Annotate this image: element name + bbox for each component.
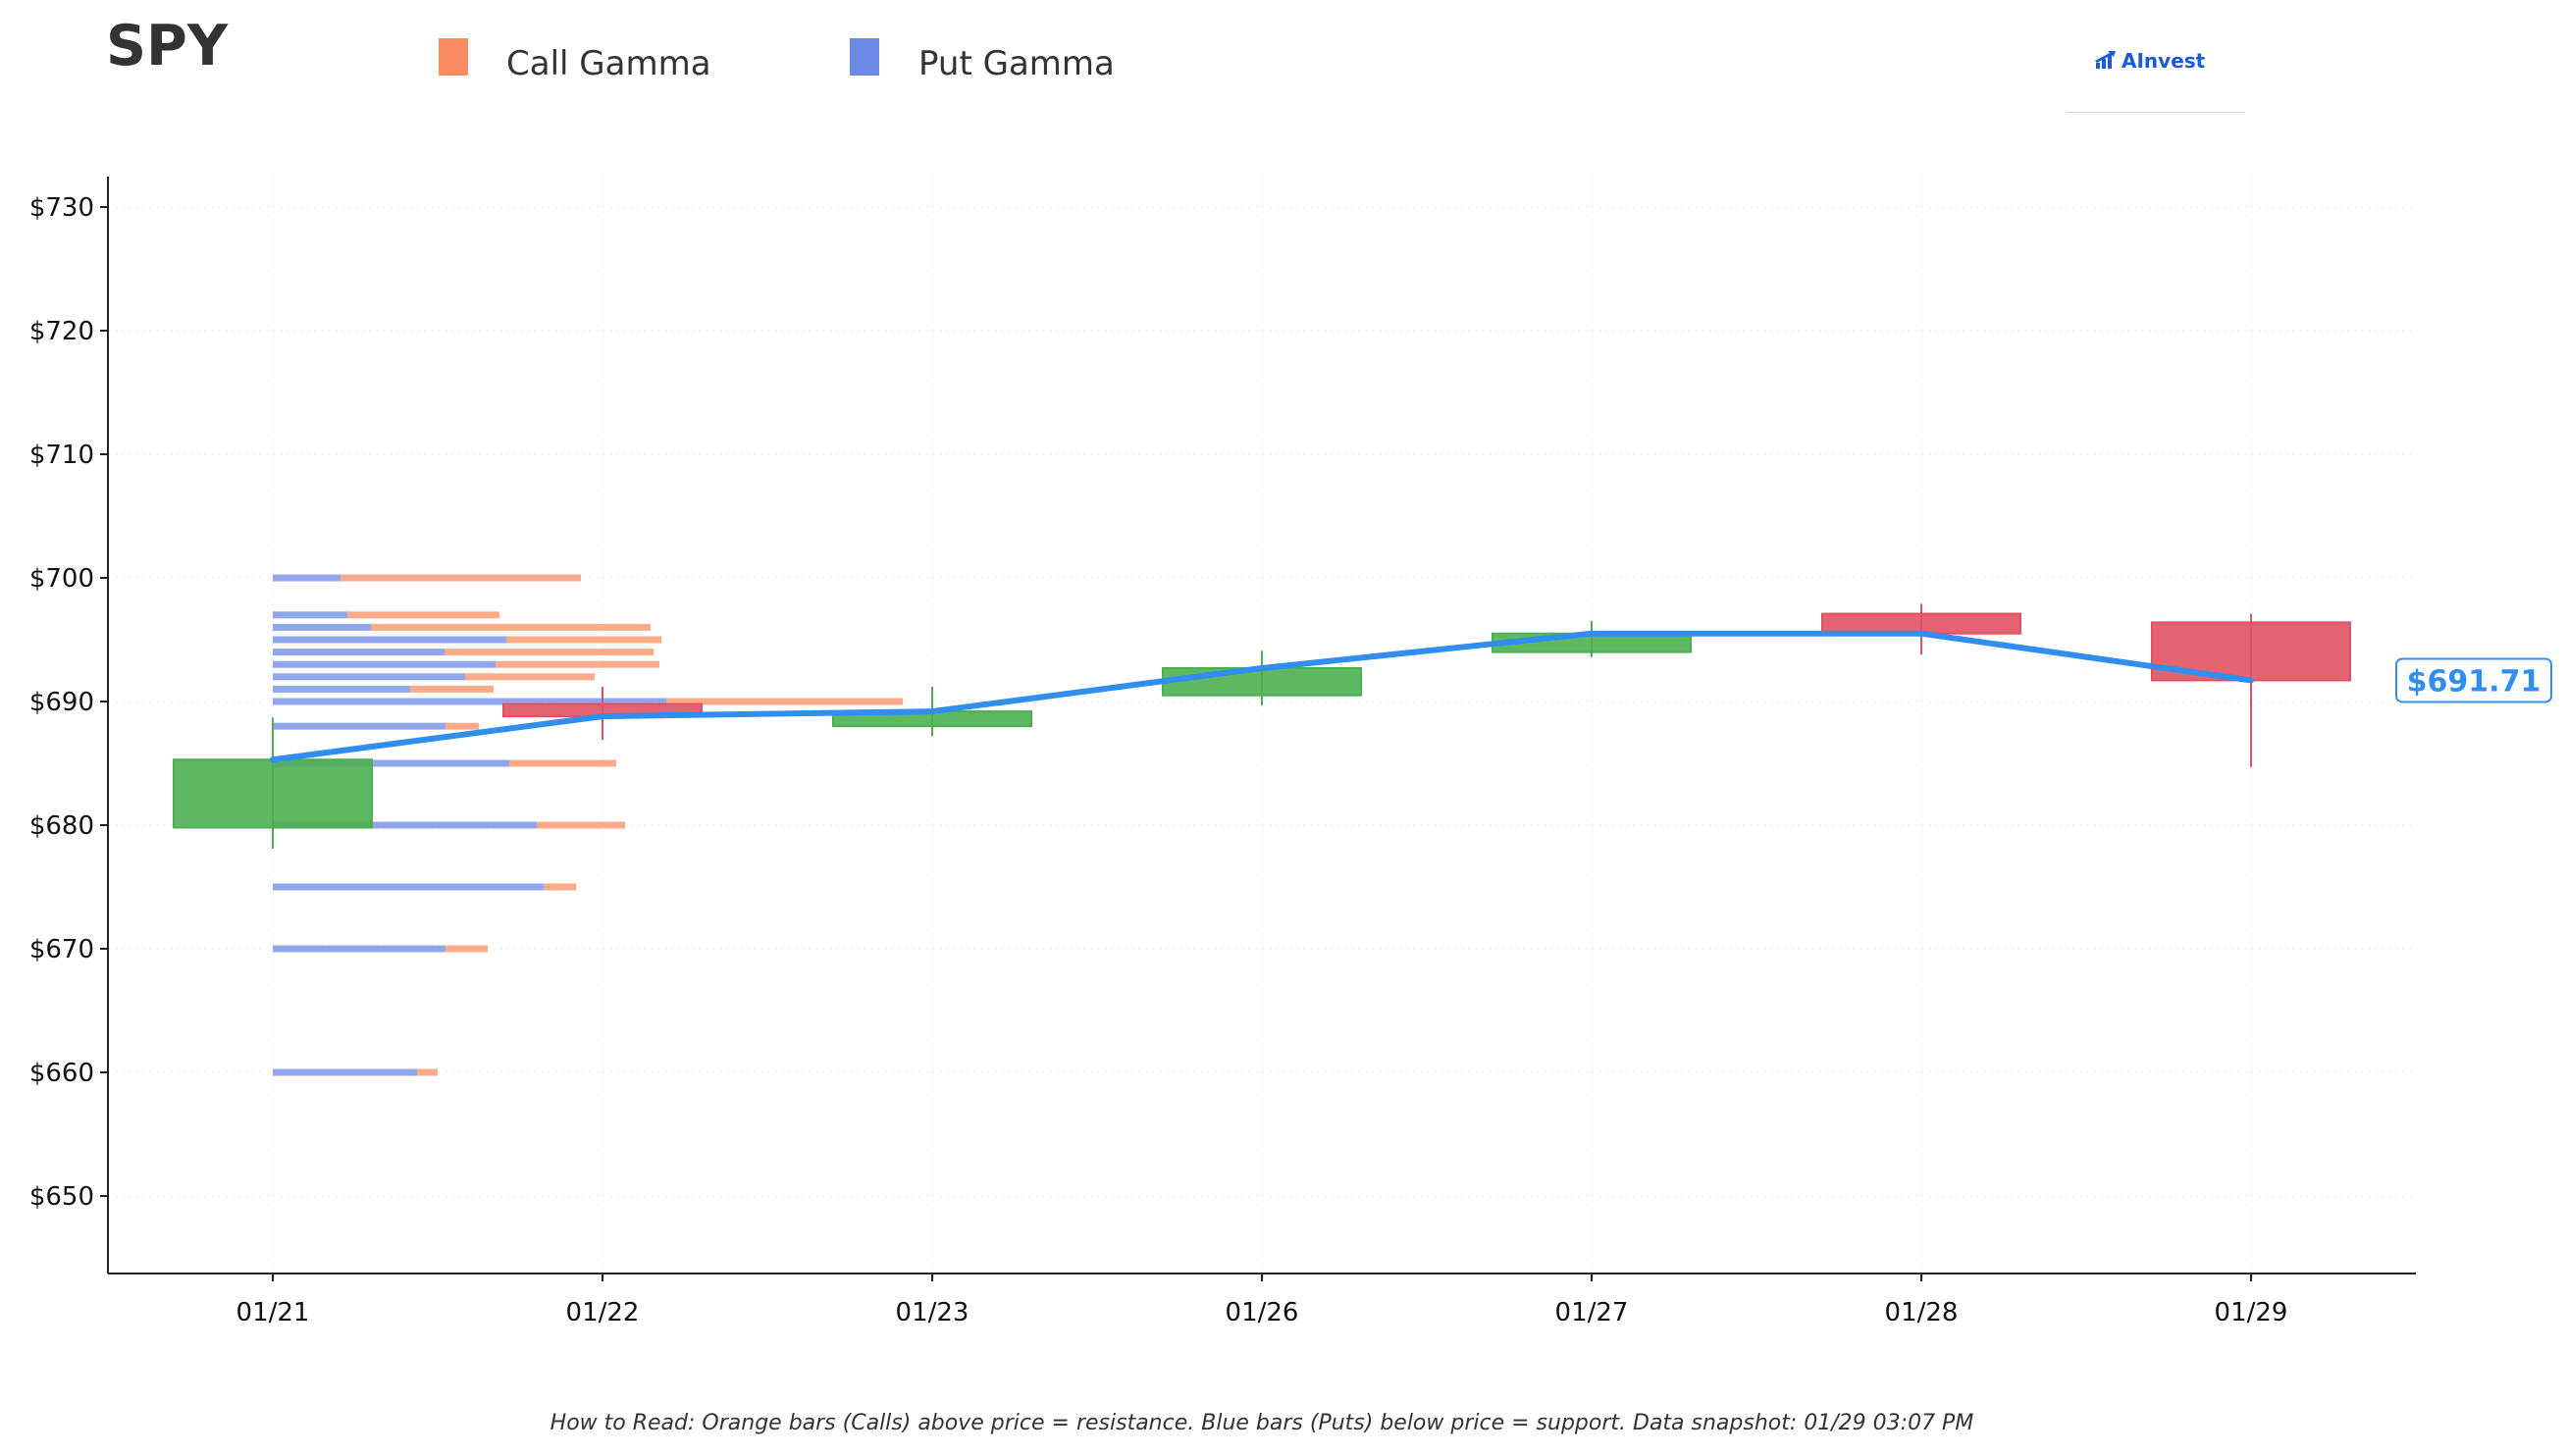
- ainvest-logo: AInvest: [2122, 49, 2206, 73]
- put-gamma-bar: [273, 759, 509, 767]
- call-gamma-bar: [417, 1068, 438, 1076]
- put-gamma-bar: [273, 945, 445, 953]
- call-gamma-bar: [371, 623, 651, 631]
- candle-body: [1821, 612, 2021, 635]
- put-gamma-bar: [273, 673, 465, 681]
- call-gamma-bar: [445, 649, 654, 656]
- put-gamma-bar: [273, 623, 371, 631]
- x-tick-label: 01/21: [236, 1298, 310, 1327]
- y-tick-label: $700: [29, 564, 94, 594]
- gamma-bars: [273, 574, 903, 1076]
- call-gamma-bar: [496, 660, 659, 668]
- put-gamma-bar: [273, 574, 341, 582]
- x-tick-label: 01/27: [1555, 1298, 1629, 1327]
- y-tick-label: $650: [29, 1182, 94, 1212]
- y-tick-label: $690: [29, 688, 94, 717]
- ticker-title: SPY: [106, 14, 229, 78]
- call-gamma-bar: [537, 821, 625, 829]
- x-tick-label: 01/28: [1885, 1298, 1959, 1327]
- price-line: [270, 630, 2254, 763]
- put-gamma-bar: [273, 698, 666, 705]
- call-gamma-bar: [341, 574, 581, 582]
- put-gamma-bar: [273, 636, 506, 644]
- put-gamma-bar: [273, 821, 537, 829]
- y-tick-label: $730: [29, 193, 94, 223]
- put-gamma-legend-label: Put Gamma: [918, 44, 1115, 83]
- axes: [100, 177, 2416, 1281]
- call-gamma-bar: [410, 685, 494, 693]
- call-gamma-bar: [347, 611, 499, 619]
- candle-body: [173, 758, 373, 829]
- call-gamma-bar: [544, 883, 576, 891]
- put-gamma-bar: [273, 685, 410, 693]
- axis-labels: $650 $660 $670 $680 $690 $700 $710 $720 $730 01/2…: [29, 193, 2288, 1327]
- candle-body: [1162, 666, 1362, 697]
- x-tick-label: 01/26: [1226, 1298, 1299, 1327]
- call-gamma-bar: [445, 945, 488, 953]
- last-price-tag: [2395, 657, 2552, 703]
- put-gamma-bar: [273, 611, 347, 619]
- put-gamma-bar: [273, 883, 544, 891]
- call-gamma-bar: [506, 636, 661, 644]
- x-tick-label: 01/29: [2215, 1298, 2288, 1327]
- y-tick-label: $710: [29, 441, 94, 470]
- how-to-read-note: How to Read: Orange bars (Calls) above p…: [550, 1411, 1974, 1435]
- y-tick-label: $660: [29, 1059, 94, 1088]
- call-gamma-legend-swatch: [439, 38, 468, 76]
- put-gamma-bar: [273, 722, 445, 730]
- call-gamma-legend-label: Call Gamma: [506, 44, 711, 83]
- last-price-label: $691.71: [2407, 664, 2541, 699]
- put-gamma-bar: [273, 1068, 417, 1076]
- put-gamma-bar: [273, 649, 445, 656]
- put-gamma-bar: [273, 660, 496, 668]
- x-tick-label: 01/22: [566, 1298, 640, 1327]
- call-gamma-bar: [445, 722, 479, 730]
- y-tick-label: $670: [29, 935, 94, 964]
- logo-divider: [2067, 112, 2245, 113]
- call-gamma-bar: [509, 759, 616, 767]
- y-tick-label: $680: [29, 811, 94, 841]
- x-tick-label: 01/23: [896, 1298, 969, 1327]
- y-tick-label: $720: [29, 317, 94, 346]
- call-gamma-bar: [666, 698, 903, 705]
- put-gamma-legend-swatch: [850, 38, 879, 76]
- call-gamma-bar: [465, 673, 595, 681]
- price-line-layer: $691.71: [270, 630, 2552, 763]
- ainvest-logo-icon: [2095, 51, 2116, 69]
